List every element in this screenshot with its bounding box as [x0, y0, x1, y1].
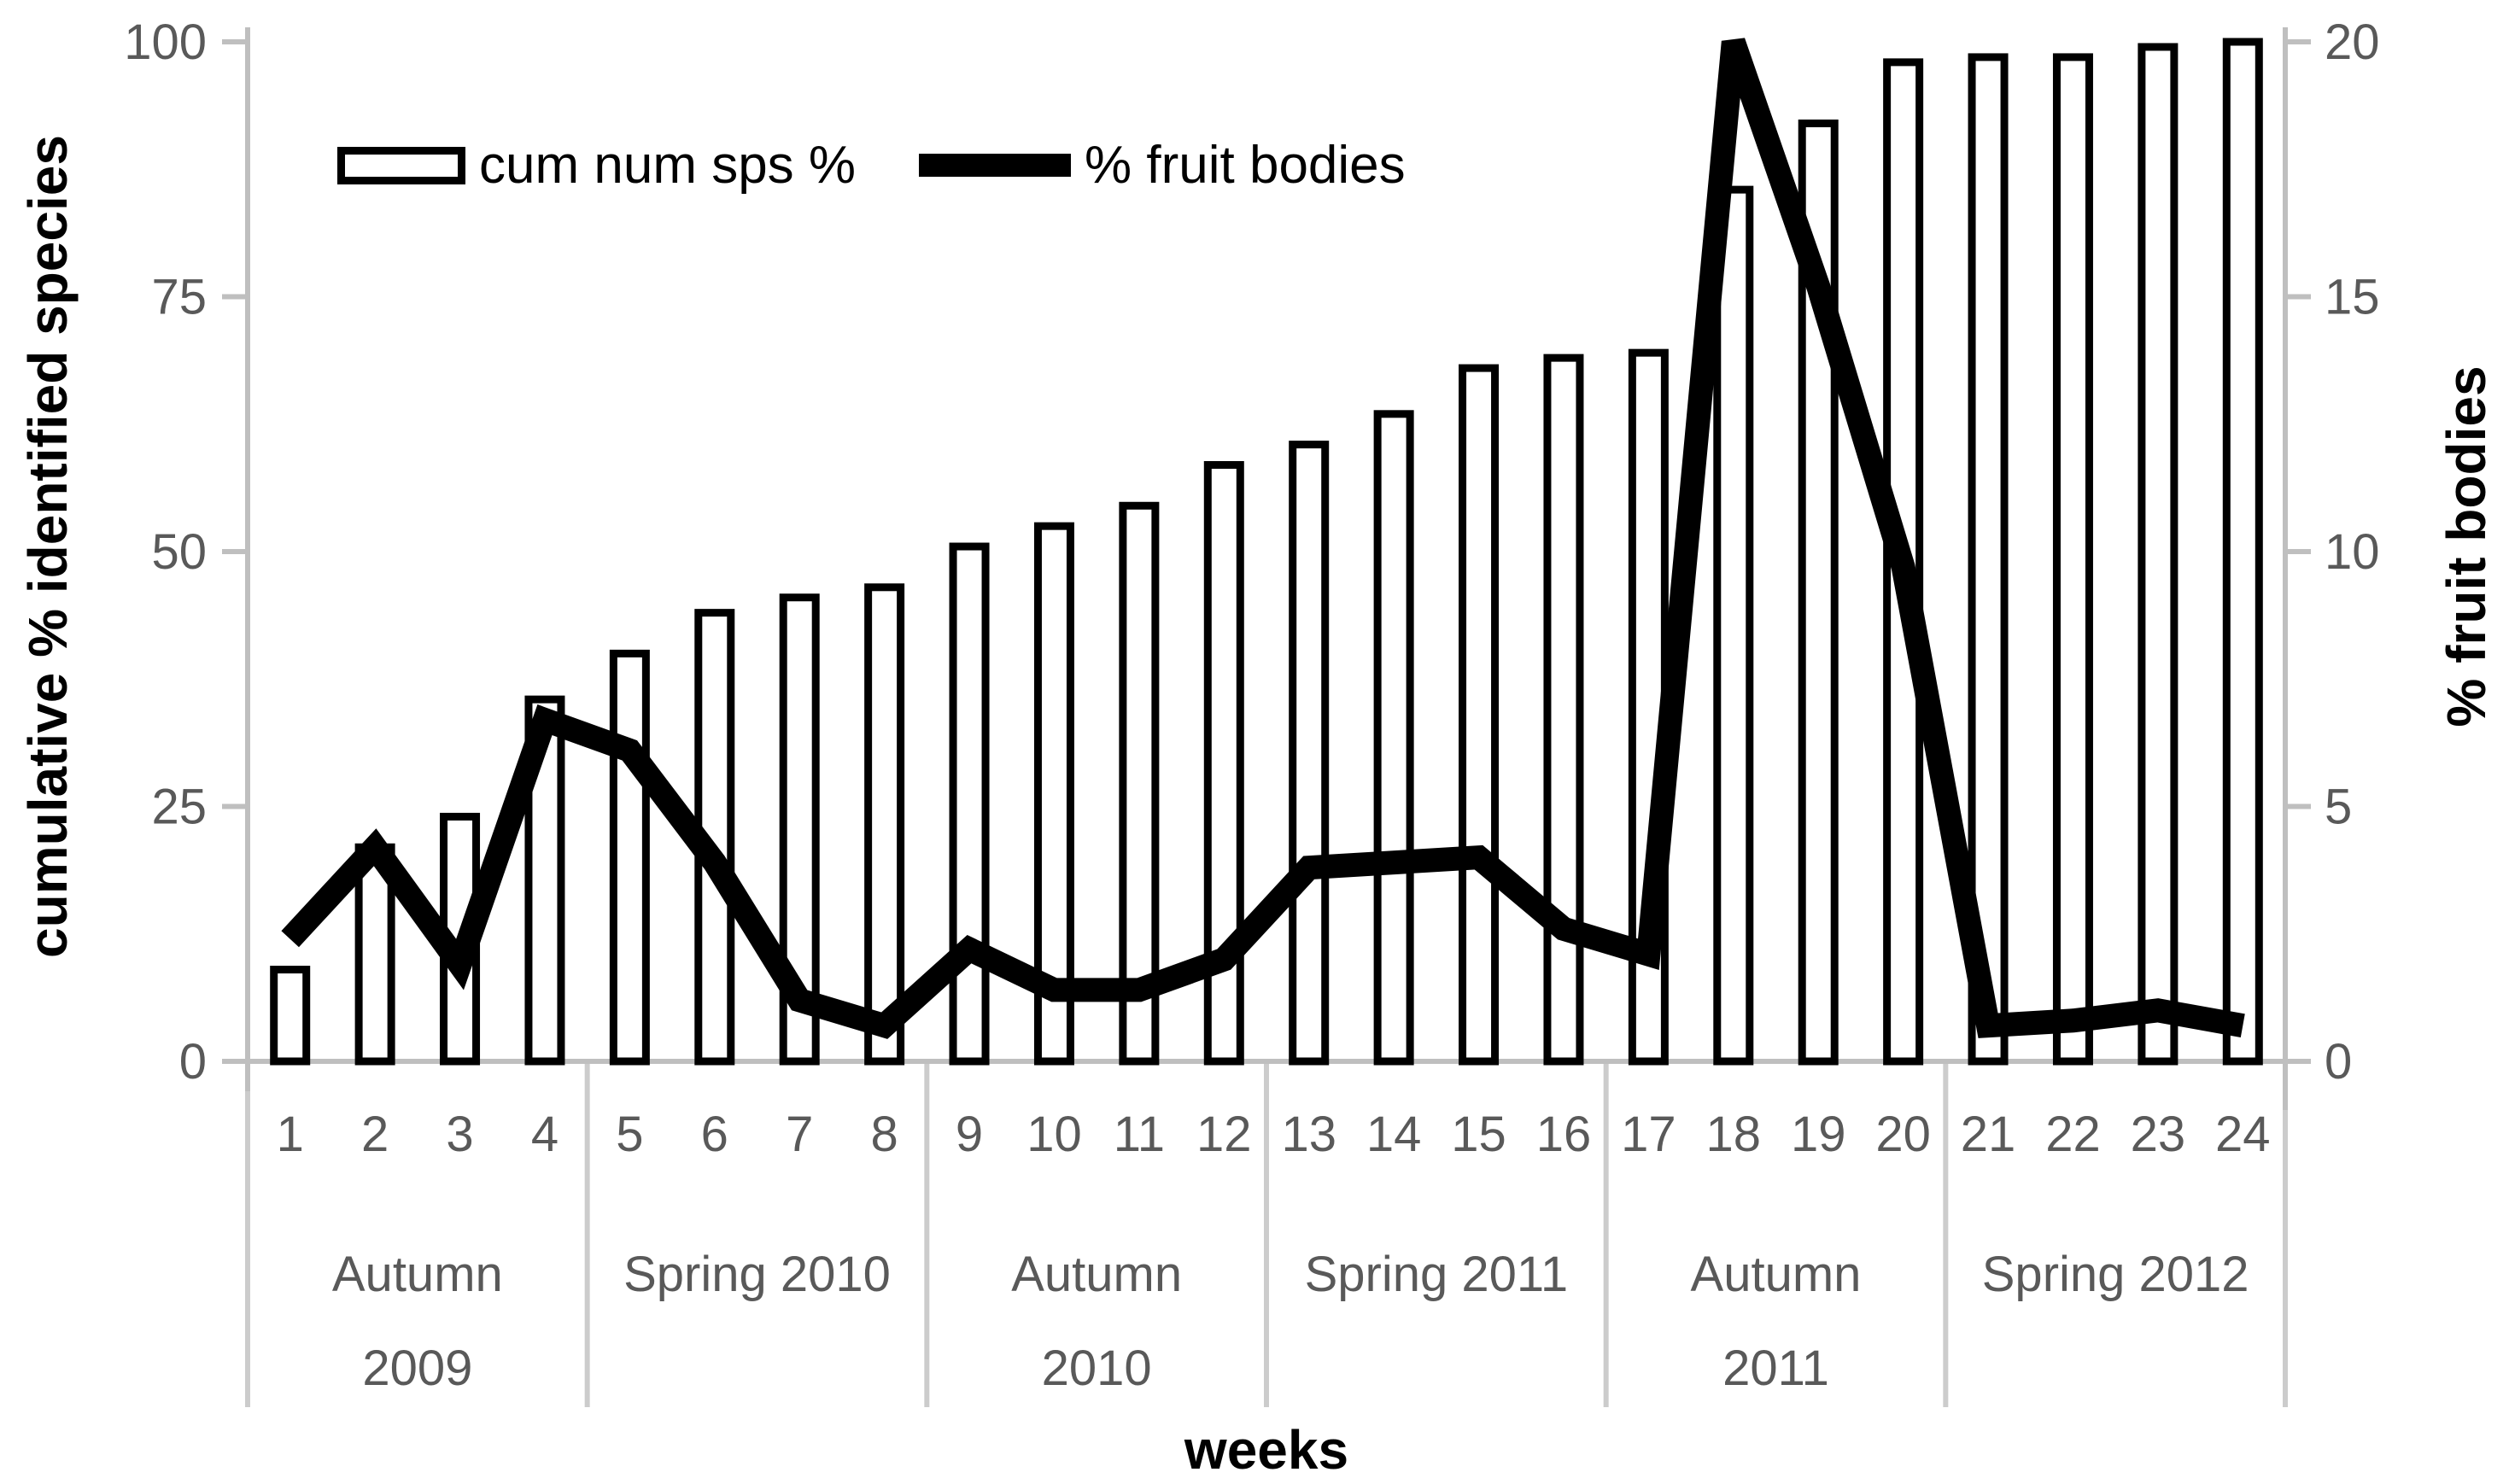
bar-week-22 — [2052, 53, 2093, 1066]
season-label-0: Autumn — [332, 1247, 503, 1302]
season-year-4: 2011 — [1722, 1341, 1829, 1396]
line-series-swatch-icon — [919, 154, 1072, 177]
week-label-9: 9 — [956, 1107, 983, 1162]
week-label-6: 6 — [701, 1107, 728, 1162]
legend-label-line: % fruit bodies — [1085, 136, 1406, 195]
left-axis-tick-label-75: 75 — [151, 270, 207, 325]
right-axis-tick-label-0: 0 — [2325, 1034, 2352, 1090]
bar-series-swatch-icon — [337, 146, 465, 184]
bar-week-21 — [1968, 53, 2009, 1066]
week-label-8: 8 — [870, 1107, 898, 1162]
bar-week-11 — [1119, 501, 1160, 1066]
week-label-20: 20 — [1875, 1107, 1931, 1162]
bar-week-23 — [2138, 43, 2179, 1066]
right-axis-tick-label-5: 5 — [2325, 780, 2352, 835]
week-label-11: 11 — [1114, 1107, 1165, 1162]
x-axis-title: weeks — [1184, 1419, 1349, 1481]
bar-week-5 — [609, 649, 650, 1066]
bar-week-16 — [1543, 353, 1584, 1066]
bar-week-14 — [1373, 410, 1414, 1066]
week-label-3: 3 — [446, 1107, 473, 1162]
left-axis-tick-label-25: 25 — [151, 780, 207, 835]
right-axis-tick-label-10: 10 — [2325, 524, 2380, 580]
week-label-1: 1 — [277, 1107, 304, 1162]
bar-week-10 — [1033, 522, 1074, 1066]
season-year-0: 2009 — [362, 1341, 472, 1396]
week-label-10: 10 — [1026, 1107, 1082, 1162]
week-label-2: 2 — [361, 1107, 389, 1162]
week-label-21: 21 — [1961, 1107, 2016, 1162]
legend: cum num sps % % fruit bodies — [337, 135, 1406, 196]
bar-week-9 — [949, 542, 990, 1066]
week-label-5: 5 — [616, 1107, 643, 1162]
bar-week-18 — [1713, 185, 1754, 1066]
week-label-14: 14 — [1366, 1107, 1422, 1162]
week-label-23: 23 — [2131, 1107, 2186, 1162]
week-label-13: 13 — [1281, 1107, 1336, 1162]
left-axis-title: cumulative % identified species — [17, 135, 79, 958]
bar-week-8 — [864, 583, 905, 1066]
bar-week-1 — [270, 966, 311, 1066]
left-axis-tick-label-100: 100 — [124, 15, 207, 70]
season-label-3: Spring 2011 — [1305, 1247, 1569, 1302]
bar-week-2 — [354, 843, 395, 1066]
week-label-15: 15 — [1451, 1107, 1506, 1162]
season-label-5: Spring 2012 — [1982, 1247, 2249, 1302]
season-label-4: Autumn — [1691, 1247, 1862, 1302]
week-label-17: 17 — [1621, 1107, 1676, 1162]
left-axis-tick-label-50: 50 — [151, 524, 207, 580]
season-label-1: Spring 2010 — [623, 1247, 891, 1302]
season-label-2: Autumn — [1011, 1247, 1182, 1302]
week-label-18: 18 — [1706, 1107, 1762, 1162]
season-year-2: 2010 — [1042, 1341, 1152, 1396]
week-label-19: 19 — [1791, 1107, 1846, 1162]
week-label-24: 24 — [2215, 1107, 2271, 1162]
legend-label-bars: cum num sps % — [479, 136, 857, 195]
bar-week-13 — [1289, 441, 1330, 1066]
right-axis-title: % fruit bodies — [2436, 365, 2497, 727]
fruit-bodies-line — [281, 38, 2245, 1039]
left-axis-tick-label-0: 0 — [179, 1034, 207, 1090]
week-label-22: 22 — [2045, 1107, 2101, 1162]
week-label-16: 16 — [1536, 1107, 1592, 1162]
week-label-7: 7 — [786, 1107, 813, 1162]
right-axis-tick-label-15: 15 — [2325, 270, 2380, 325]
bar-week-24 — [2222, 38, 2263, 1066]
week-label-4: 4 — [531, 1107, 559, 1162]
right-axis-tick-label-20: 20 — [2325, 15, 2380, 70]
bar-week-15 — [1459, 364, 1500, 1066]
week-label-12: 12 — [1196, 1107, 1252, 1162]
